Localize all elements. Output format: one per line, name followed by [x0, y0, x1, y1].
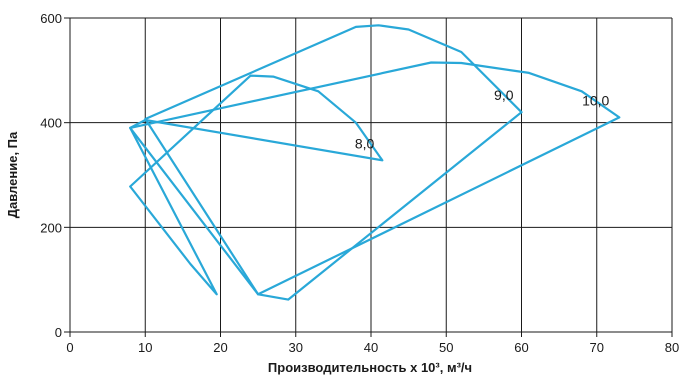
y-tick-label: 200: [40, 220, 62, 235]
series-curve-3: [129, 61, 621, 296]
series-label-1: 8,0: [355, 135, 375, 151]
series-label-3: 10,0: [582, 92, 609, 108]
x-tick-label: 70: [590, 340, 604, 355]
x-tick-label: 80: [665, 340, 679, 355]
series-labels: 8,0 9,0 10,0: [355, 87, 610, 151]
y-tick-label: 400: [40, 116, 62, 131]
series-curve-2: [144, 24, 523, 301]
series-curves: [129, 24, 621, 301]
x-tick-label: 60: [514, 340, 528, 355]
x-tick-label: 0: [66, 340, 73, 355]
x-tick-label: 30: [289, 340, 303, 355]
x-tick-label: 10: [138, 340, 152, 355]
y-tick-label: 0: [55, 325, 62, 340]
series-curve-1: [129, 74, 384, 296]
x-tick-label: 20: [213, 340, 227, 355]
x-axis-title: Производительность x 10³, м³/ч: [268, 360, 472, 375]
x-tick-label: 50: [439, 340, 453, 355]
y-tick-label: 600: [40, 11, 62, 26]
tick-labels: 0 10 20 30 40 50 60 70 80 0 200 400 600: [40, 11, 679, 355]
y-axis-title: Давление, Па: [5, 131, 20, 218]
series-label-2: 9,0: [494, 87, 514, 103]
x-tick-label: 40: [364, 340, 378, 355]
gridlines: [64, 17, 673, 337]
